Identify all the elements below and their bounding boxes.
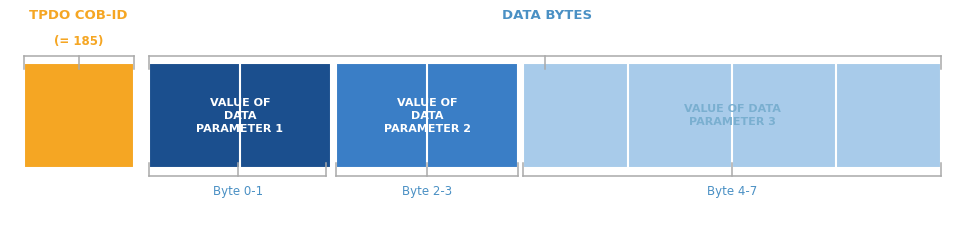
Bar xyxy=(523,63,941,168)
Text: VALUE OF
DATA
PARAMETER 2: VALUE OF DATA PARAMETER 2 xyxy=(384,98,470,134)
Text: Byte 2-3: Byte 2-3 xyxy=(402,185,452,198)
Text: DATA BYTES: DATA BYTES xyxy=(502,9,592,22)
Text: TPDO COB-ID: TPDO COB-ID xyxy=(30,9,128,22)
Text: VALUE OF DATA
PARAMETER 3: VALUE OF DATA PARAMETER 3 xyxy=(684,104,780,128)
Text: Byte 4-7: Byte 4-7 xyxy=(707,185,757,198)
Text: (= 185): (= 185) xyxy=(54,35,104,48)
Text: VALUE OF
DATA
PARAMETER 1: VALUE OF DATA PARAMETER 1 xyxy=(197,98,283,134)
Bar xyxy=(336,63,518,168)
Bar xyxy=(149,63,331,168)
Text: Byte 0-1: Byte 0-1 xyxy=(212,185,263,198)
Bar xyxy=(24,63,134,168)
